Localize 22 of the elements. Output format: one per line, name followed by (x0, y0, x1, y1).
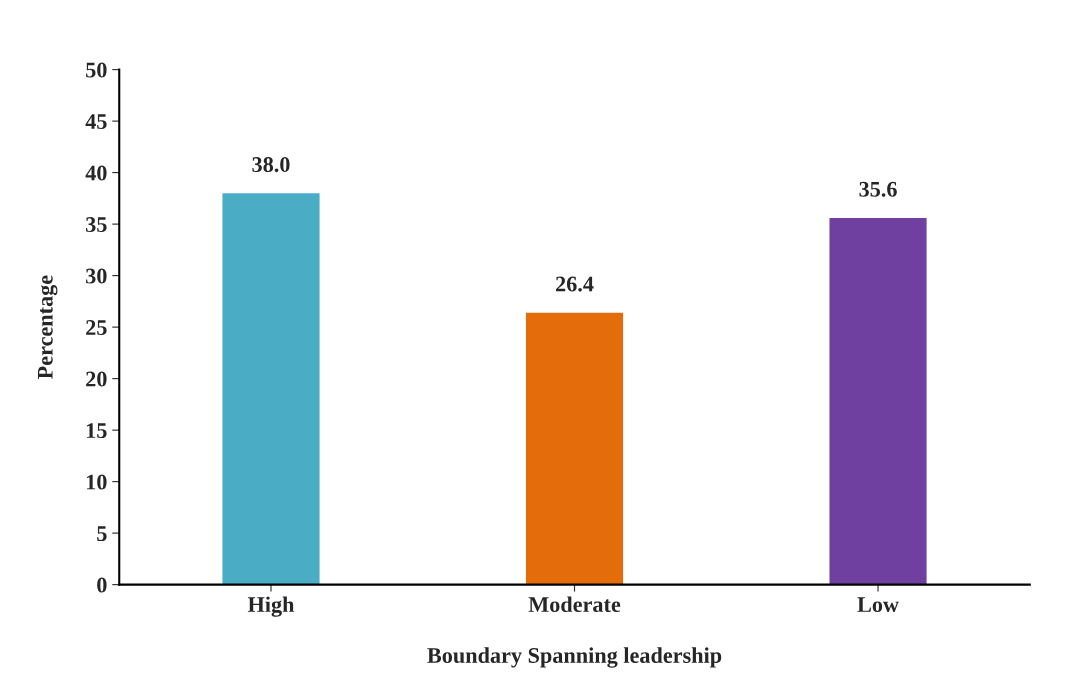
y-tick-label: 30 (86, 268, 107, 284)
bar (525, 312, 624, 585)
y-tick-label: 20 (86, 371, 107, 387)
y-tick-label: 5 (97, 526, 107, 542)
y-tick-label: 35 (86, 217, 107, 233)
data-label: 26.4 (556, 276, 594, 292)
y-tick-label: 40 (85, 165, 107, 181)
x-axis-title: Boundary Spanning leadership (427, 647, 722, 668)
data-label: 38.0 (252, 157, 290, 173)
bar (222, 193, 320, 585)
y-tick-label: 25 (86, 320, 107, 336)
y-axis-title: Percentage (37, 275, 58, 379)
y-tick-label: 50 (86, 62, 107, 78)
bar (829, 217, 927, 585)
y-tick-label: 0 (97, 577, 107, 593)
x-tick-label: Moderate (528, 596, 621, 613)
y-tick-label: 10 (86, 474, 107, 490)
x-tick-label: Low (857, 597, 899, 613)
x-tick-label: High (247, 596, 295, 617)
data-label: 35.6 (859, 181, 897, 197)
y-tick-label: 45 (85, 114, 107, 130)
y-tick-label: 15 (86, 423, 107, 439)
